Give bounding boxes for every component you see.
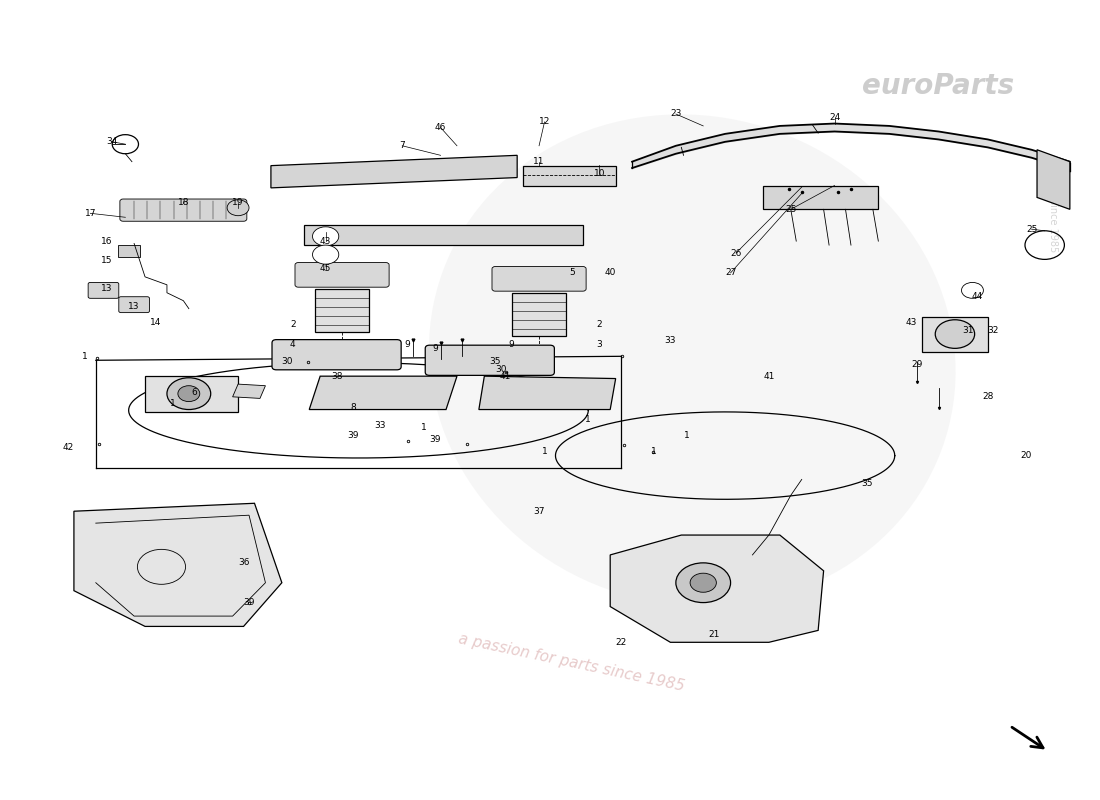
Polygon shape: [309, 376, 456, 410]
Text: 39: 39: [429, 435, 441, 444]
Text: since 1985: since 1985: [1048, 198, 1058, 252]
Text: 25: 25: [1026, 225, 1037, 234]
Text: 39: 39: [348, 431, 359, 440]
Text: 16: 16: [101, 237, 112, 246]
Text: 35: 35: [490, 358, 500, 366]
Polygon shape: [304, 226, 583, 245]
Text: 43: 43: [320, 237, 331, 246]
Ellipse shape: [429, 114, 956, 606]
Text: 27: 27: [725, 268, 736, 278]
Circle shape: [961, 282, 983, 298]
Text: 20: 20: [1021, 451, 1032, 460]
Text: 22: 22: [616, 638, 627, 647]
FancyBboxPatch shape: [426, 345, 554, 375]
Text: 40: 40: [605, 268, 616, 278]
Polygon shape: [74, 503, 282, 626]
Text: 13: 13: [101, 284, 112, 294]
FancyBboxPatch shape: [119, 297, 150, 313]
Text: 45: 45: [320, 265, 331, 274]
Text: 1: 1: [421, 423, 427, 432]
Polygon shape: [145, 376, 238, 412]
Text: 44: 44: [971, 292, 982, 302]
Circle shape: [167, 378, 211, 410]
Text: 36: 36: [238, 558, 250, 567]
Text: 9: 9: [432, 344, 438, 353]
Text: 10: 10: [594, 169, 605, 178]
Polygon shape: [522, 166, 616, 186]
Text: 39: 39: [243, 598, 255, 607]
Polygon shape: [478, 376, 616, 410]
Text: 6: 6: [191, 387, 197, 397]
Text: 3: 3: [596, 340, 602, 349]
Circle shape: [312, 227, 339, 246]
Text: 2: 2: [290, 320, 296, 329]
Circle shape: [935, 320, 975, 348]
Text: 28: 28: [982, 391, 993, 401]
Text: 14: 14: [151, 318, 162, 326]
Text: 2: 2: [596, 320, 602, 329]
Text: 42: 42: [63, 443, 74, 452]
Polygon shape: [512, 293, 566, 337]
Text: 38: 38: [331, 372, 342, 381]
Text: 23: 23: [670, 110, 682, 118]
FancyBboxPatch shape: [88, 282, 119, 298]
Text: 35: 35: [861, 479, 873, 488]
Text: 13: 13: [129, 302, 140, 310]
Text: 37: 37: [534, 506, 544, 516]
Text: 31: 31: [962, 326, 974, 334]
Text: 33: 33: [664, 336, 676, 345]
Text: 18: 18: [177, 198, 189, 207]
Text: 34: 34: [107, 138, 118, 146]
Text: 30: 30: [495, 366, 506, 374]
Text: 1: 1: [585, 415, 591, 424]
Text: 43: 43: [905, 318, 917, 326]
Polygon shape: [118, 245, 140, 257]
Text: 17: 17: [85, 209, 96, 218]
Text: 11: 11: [534, 157, 544, 166]
Text: 1: 1: [169, 399, 175, 409]
FancyBboxPatch shape: [120, 199, 246, 222]
Circle shape: [227, 200, 249, 216]
Text: 41: 41: [763, 372, 774, 381]
FancyBboxPatch shape: [492, 266, 586, 291]
Text: 41: 41: [499, 372, 510, 381]
Circle shape: [178, 386, 200, 402]
Text: 30: 30: [282, 358, 293, 366]
Text: 4: 4: [290, 340, 296, 349]
Text: 46: 46: [434, 123, 447, 132]
Polygon shape: [610, 535, 824, 642]
Text: 12: 12: [539, 118, 550, 126]
Text: 29: 29: [911, 360, 922, 369]
Text: 32: 32: [988, 326, 999, 334]
Text: euroParts: euroParts: [862, 72, 1014, 100]
Polygon shape: [922, 317, 988, 352]
Circle shape: [690, 573, 716, 592]
FancyBboxPatch shape: [295, 262, 389, 287]
Text: 8: 8: [350, 403, 356, 413]
Text: 9: 9: [509, 340, 515, 349]
Text: 1: 1: [684, 431, 690, 440]
Text: 7: 7: [399, 142, 405, 150]
Text: 19: 19: [232, 198, 244, 207]
Text: 5: 5: [569, 268, 575, 278]
Text: 9: 9: [405, 340, 410, 349]
Text: 1: 1: [541, 447, 548, 456]
Text: 15: 15: [101, 257, 112, 266]
Text: 1: 1: [651, 447, 657, 456]
Text: 1: 1: [82, 352, 88, 361]
Text: a passion for parts since 1985: a passion for parts since 1985: [458, 631, 686, 694]
Text: 24: 24: [829, 114, 840, 122]
Text: 21: 21: [708, 630, 719, 639]
Circle shape: [675, 563, 730, 602]
Polygon shape: [232, 384, 265, 398]
Polygon shape: [1037, 150, 1070, 210]
Text: 25: 25: [785, 205, 796, 214]
Polygon shape: [763, 186, 878, 210]
FancyBboxPatch shape: [272, 340, 402, 370]
Text: 26: 26: [730, 249, 741, 258]
Polygon shape: [271, 155, 517, 188]
Polygon shape: [315, 289, 370, 333]
Text: 33: 33: [375, 421, 386, 430]
Circle shape: [312, 245, 339, 264]
